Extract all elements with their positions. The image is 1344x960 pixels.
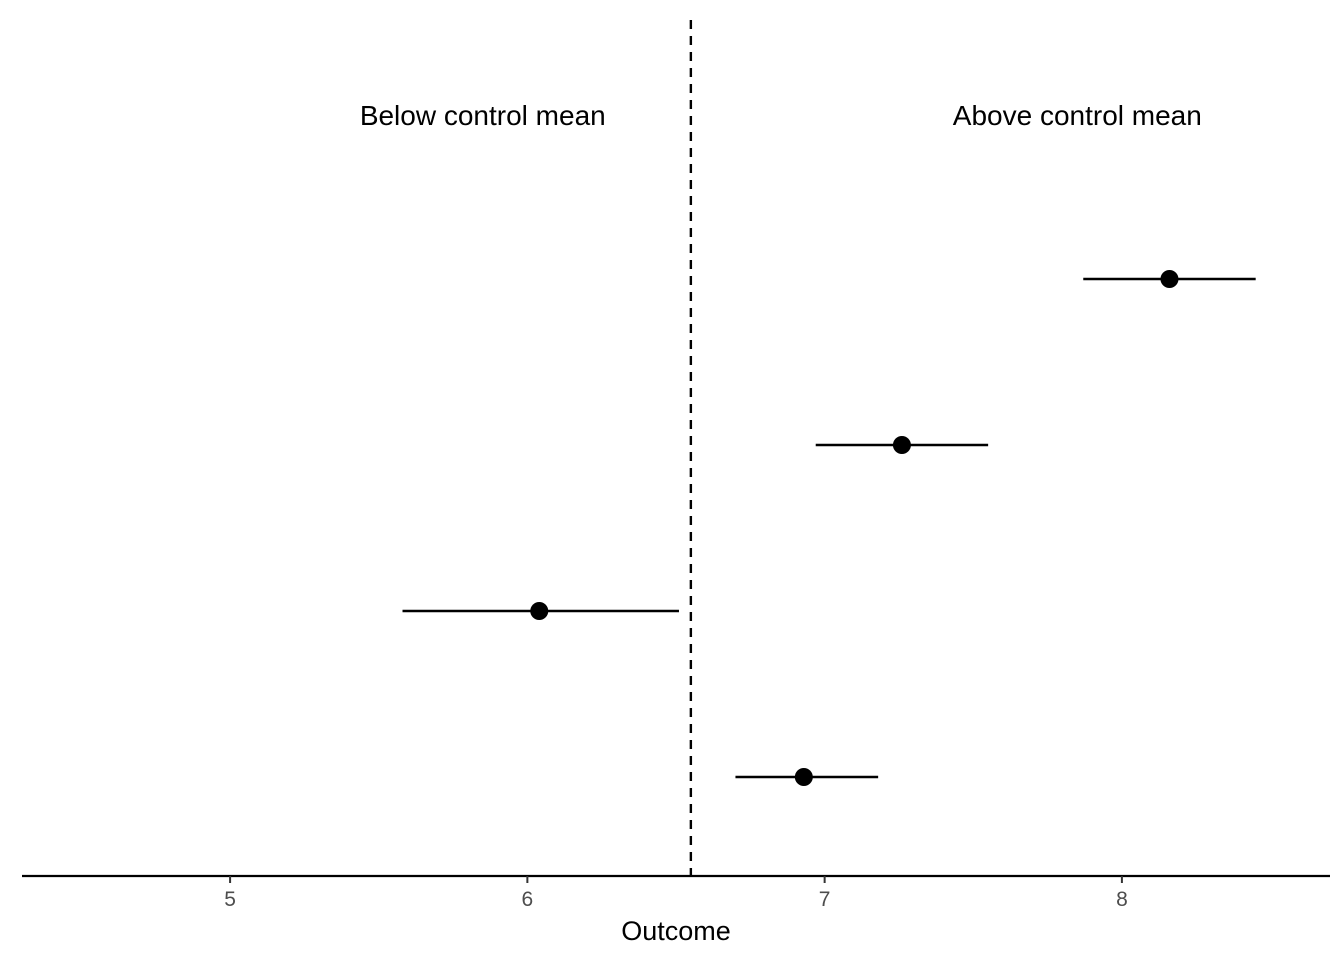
point-2 — [892, 436, 911, 454]
point-1 — [1160, 270, 1179, 288]
x-tick-label-7: 7 — [819, 888, 831, 911]
x-tick-label-5: 5 — [224, 888, 236, 911]
point-range-marks — [402, 270, 1256, 786]
point-3 — [530, 602, 549, 620]
x-axis-ticks: 5 6 7 8 — [224, 876, 1128, 911]
x-axis-title: Outcome — [621, 916, 731, 946]
annotation-below-control-mean: Below control mean — [360, 100, 606, 131]
x-tick-label-6: 6 — [522, 888, 534, 911]
annotation-above-control-mean: Above control mean — [953, 100, 1202, 131]
point-4 — [794, 768, 813, 786]
x-tick-label-8: 8 — [1116, 888, 1128, 911]
